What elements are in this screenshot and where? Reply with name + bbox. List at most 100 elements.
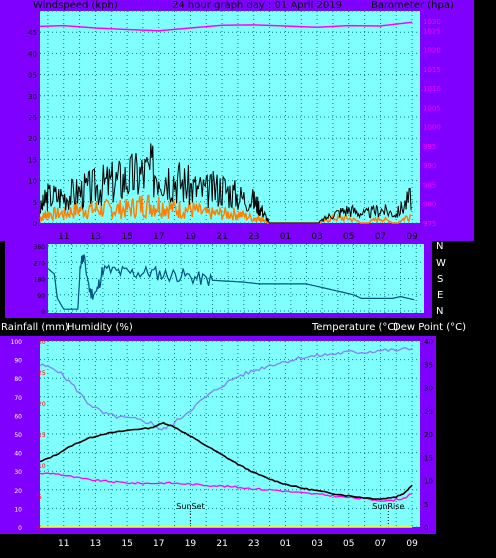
windspeed-tick-label: 15: [28, 156, 37, 164]
wind-x-tick-label: 07: [375, 232, 386, 242]
windspeed-tick-label: 0: [33, 220, 37, 228]
sunset-annotation: SunSet: [176, 502, 204, 511]
humidity-series-line: [39, 347, 413, 431]
temperature-tick-label: 25: [424, 408, 433, 416]
graph-title: 24 hour graph day : 01 April 2019: [172, 0, 342, 11]
barometer-tick-label: 980: [423, 201, 436, 209]
temperature-tick-label: 10: [424, 478, 433, 486]
wind-x-tick-label: 01: [280, 232, 291, 242]
barometer-tick-label: 1005: [423, 104, 441, 112]
barometer-tick-label: 995: [423, 143, 436, 151]
windspeed-tick-label: 30: [28, 93, 37, 101]
barometer-tick-label: 1000: [423, 124, 441, 132]
windspeed-axis-label: Windspeed (kph): [33, 0, 118, 11]
compass-label-3: S: [437, 274, 444, 285]
direction-tick-label: 360: [34, 244, 46, 251]
temperature-tick-label: 35: [424, 361, 433, 369]
wind-x-tick-label: 05: [343, 232, 354, 242]
rainfall-tick-label: 0: [38, 525, 42, 532]
dewpoint-series-line: [39, 472, 413, 502]
direction-tick-label: 90: [37, 293, 45, 300]
wind-x-tick-label: 19: [185, 232, 197, 242]
humidity-tick-label: 50: [14, 432, 22, 439]
dewpoint-axis-label: Dew Point (°C): [393, 322, 467, 333]
rainfall-tick-label: 30: [38, 339, 46, 346]
gust-series-line: [39, 194, 412, 224]
wind-x-tick-label: 11: [58, 232, 69, 242]
temperature-tick-label: 15: [424, 454, 433, 462]
rainfall-axis-label: Rainfall (mm): [1, 322, 69, 333]
temperature-x-tick-label: 13: [90, 539, 101, 549]
barometer-tick-label: 975: [423, 220, 436, 228]
temperature-axis-label: Temperature (°C): [312, 322, 399, 333]
barometer-tick-label: 1015: [423, 66, 441, 74]
direction-tick-label: 0: [41, 309, 45, 316]
windspeed-tick-label: 25: [28, 114, 37, 122]
wind-x-tick-label: 03: [311, 232, 322, 242]
barometer-tick-label: 985: [423, 181, 436, 189]
compass-label-4: E: [437, 290, 444, 301]
temperature-tick-label: 0: [424, 524, 428, 532]
temperature-x-tick-label: 03: [311, 539, 322, 549]
sunrise-annotation: SunRise: [372, 502, 404, 511]
humidity-tick-label: 60: [14, 413, 22, 420]
humidity-tick-label: 30: [14, 469, 22, 476]
temperature-x-tick-label: 05: [343, 539, 354, 549]
humidity-tick-label: 90: [14, 358, 22, 365]
temperature-series-line: [39, 421, 413, 501]
compass-label-2: W: [436, 258, 446, 269]
temperature-x-tick-label: 21: [216, 539, 227, 549]
windspeed-tick-label: 45: [28, 29, 37, 37]
windspeed-tick-label: 5: [33, 199, 37, 207]
barometer-tick-label: 990: [423, 162, 436, 170]
temperature-x-tick-label: 17: [153, 539, 164, 549]
temperature-tick-label: 30: [424, 385, 433, 393]
barometer-series-line: [39, 21, 413, 32]
humidity-tick-label: 20: [14, 488, 22, 495]
temperature-tick-label: 40: [424, 338, 433, 346]
barometer-axis-label: Barometer (hpa): [371, 0, 454, 11]
wind-x-tick-label: 15: [121, 232, 132, 242]
rainfall-tick-label: 25: [38, 370, 46, 377]
windspeed-tick-label: 10: [28, 178, 37, 186]
compass-label-5: N: [436, 306, 444, 317]
temperature-x-tick-label: 01: [280, 539, 291, 549]
direction-tick-label: 270: [34, 260, 46, 267]
temperature-tick-label: 5: [424, 501, 428, 509]
temperature-x-tick-label: 07: [375, 539, 386, 549]
wind-x-tick-label: 09: [406, 232, 418, 242]
compass-label-1: N: [436, 241, 444, 252]
barometer-tick-label: 1020: [423, 47, 441, 55]
humidity-tick-label: 40: [14, 451, 22, 458]
rainfall-tick-label: 20: [38, 401, 46, 408]
humidity-tick-label: 100: [11, 339, 23, 346]
temperature-x-tick-label: 19: [185, 539, 197, 549]
humidity-tick-label: 0: [18, 525, 22, 532]
temperature-x-tick-label: 11: [58, 539, 69, 549]
humidity-axis-label: Humidity (%): [67, 322, 133, 333]
rainfall-tick-label: 5: [38, 494, 42, 501]
wind-x-tick-label: 17: [153, 232, 164, 242]
humidity-tick-label: 80: [14, 376, 22, 383]
windspeed-series-line: [39, 143, 412, 224]
windspeed-tick-label: 40: [28, 50, 37, 58]
windspeed-tick-label: 35: [28, 72, 37, 80]
direction-tick-label: 180: [34, 277, 46, 284]
wind-x-tick-label: 23: [248, 232, 259, 242]
humidity-tick-label: 70: [14, 395, 22, 402]
rainfall-tick-label: 15: [38, 432, 46, 439]
rainfall-tick-label: 10: [38, 463, 46, 470]
barometer-tick-label: 1010: [423, 85, 441, 93]
direction-series-line: [47, 254, 415, 310]
humidity-tick-label: 10: [14, 506, 22, 513]
temperature-tick-label: 20: [424, 431, 433, 439]
temperature-x-tick-label: 09: [406, 539, 418, 549]
barometer-tick-label: 1025: [423, 27, 441, 35]
temperature-x-tick-label: 23: [248, 539, 259, 549]
temperature-x-tick-label: 15: [121, 539, 132, 549]
barometer-tick-label: 1030: [423, 18, 441, 26]
windspeed-tick-label: 20: [28, 135, 37, 143]
wind-x-tick-label: 13: [90, 232, 101, 242]
wind-x-tick-label: 21: [216, 232, 227, 242]
